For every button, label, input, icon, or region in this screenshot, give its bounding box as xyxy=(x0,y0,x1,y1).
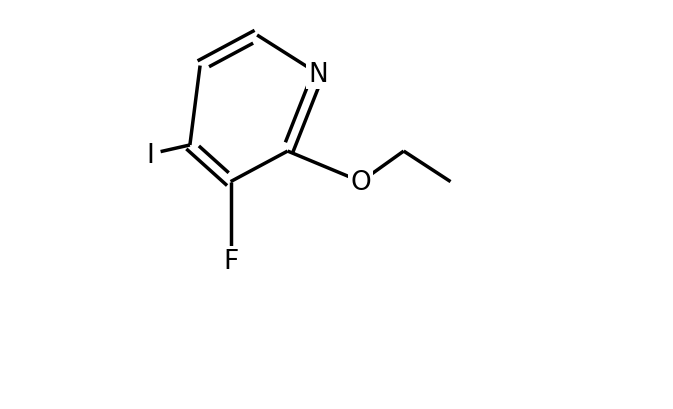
Text: N: N xyxy=(308,61,328,88)
Text: O: O xyxy=(351,169,371,195)
Text: F: F xyxy=(223,248,238,274)
Text: I: I xyxy=(146,143,154,169)
